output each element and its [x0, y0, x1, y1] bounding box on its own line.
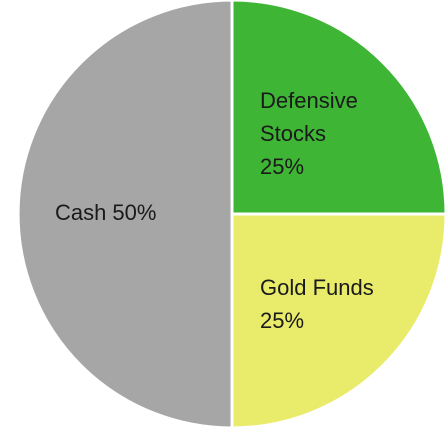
category-label: Defensive Stocks: [260, 88, 358, 146]
category-label: Gold Funds: [260, 275, 374, 300]
value-label: 25%: [260, 308, 305, 333]
pie-slice: [230, 212, 445, 430]
slice-label: Gold Funds 25%: [260, 271, 440, 337]
pie-slice: [16, 0, 234, 430]
category-label: Cash: [55, 200, 107, 225]
value-label: 50%: [112, 200, 157, 225]
pie-slice: [230, 0, 445, 216]
slice-label: Cash 50%: [55, 196, 255, 229]
value-label: 25%: [260, 154, 305, 179]
slice-label: Defensive Stocks 25%: [260, 84, 380, 183]
